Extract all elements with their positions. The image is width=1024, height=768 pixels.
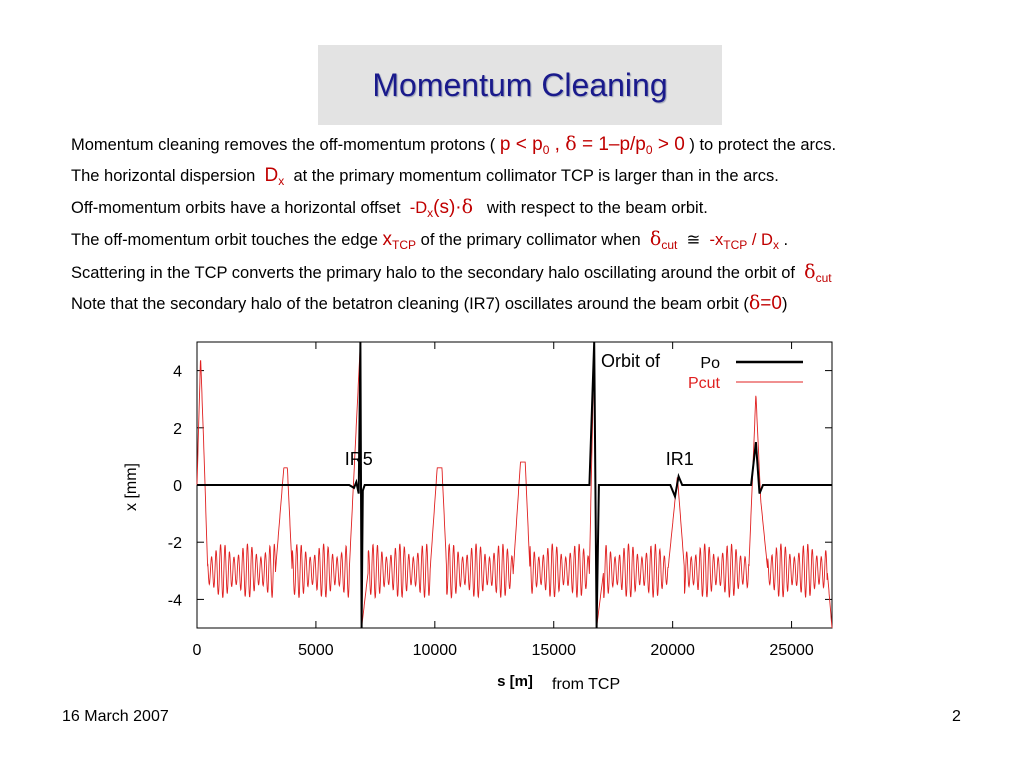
annotation-label: IR1 [666, 449, 694, 469]
line1-sub: 0 [542, 143, 550, 157]
line5-sub: cut [815, 271, 832, 285]
x-tick-label: 20000 [650, 642, 695, 659]
line4-mid: of the primary collimator when [420, 231, 641, 249]
delta-symbol: δ [748, 292, 761, 314]
series-po-line [197, 341, 832, 629]
x-tick-label: 10000 [413, 642, 458, 659]
line4-red-mx: -x [709, 231, 724, 249]
legend-title: Orbit of [601, 351, 661, 371]
legend-label-pcut: Pcut [688, 375, 721, 392]
line1-text: Momentum cleaning removes the off-moment… [71, 136, 496, 154]
line2-red-d: D [264, 165, 279, 186]
y-tick-label: 2 [173, 421, 182, 438]
annotation-label: IR5 [345, 449, 373, 469]
y-tick-label: 0 [173, 478, 182, 495]
line4-red-dx: / D [747, 231, 773, 249]
x-axis-note: from TCP [552, 676, 620, 693]
text-line-4: The off-momentum orbit touches the edge … [71, 229, 788, 255]
line4-sub-tcp: TCP [723, 238, 748, 252]
x-tick-label: 15000 [531, 642, 576, 659]
text-line-1: Momentum cleaning removes the off-moment… [71, 134, 836, 160]
text-line-2: The horizontal dispersion Dx at the prim… [71, 166, 779, 191]
series-pcut-line [196, 344, 833, 629]
line4-sub: TCP [392, 238, 417, 252]
line2-end: at the primary momentum collimator TCP i… [293, 167, 779, 185]
y-tick-label: 4 [173, 364, 182, 381]
y-tick-label: -2 [168, 535, 182, 552]
line4-text: The off-momentum orbit touches the edge [71, 231, 378, 249]
line3-end: with respect to the beam orbit. [486, 199, 708, 217]
line1-red-p: p < p [499, 134, 543, 155]
line4-red-x: x [382, 229, 393, 250]
x-tick-label: 0 [193, 642, 202, 659]
line3-red-s: (s)· [433, 197, 462, 218]
text-line-3: Off-momentum orbits have a horizontal of… [71, 197, 708, 223]
line6-red-eq: =0 [760, 293, 782, 314]
line1-red-gt: > 0 [652, 134, 685, 155]
x-tick-label: 25000 [769, 642, 814, 659]
delta-symbol: δ [461, 196, 474, 218]
y-axis-label: x [mm] [123, 463, 140, 511]
line1-red-comma: , [549, 134, 566, 155]
delta-symbol: δ [649, 228, 662, 250]
line4-sub-cut: cut [661, 238, 678, 252]
page-title: Momentum Cleaning [372, 67, 668, 103]
line1-sub2: 0 [645, 143, 653, 157]
text-line-6: Note that the secondary halo of the beta… [71, 293, 787, 314]
x-axis-label: s [m] [497, 673, 533, 690]
x-tick-label: 5000 [298, 642, 334, 659]
delta-symbol: δ [804, 261, 816, 283]
y-tick-label: -4 [168, 592, 182, 609]
footer-date: 16 March 2007 [62, 708, 169, 725]
line1-end: ) to protect the arcs. [689, 136, 837, 154]
line2-sub: x [278, 174, 285, 188]
title-box: Momentum Cleaning [318, 45, 722, 125]
line5-text: Scattering in the TCP converts the prima… [71, 264, 795, 282]
line6-end: ) [781, 295, 788, 313]
line1-red-eq: = 1–p/p [576, 134, 646, 155]
delta-symbol: δ [565, 133, 577, 155]
legend-label-po: Po [700, 355, 720, 372]
line3-sub: x [427, 206, 434, 220]
line6-text: Note that the secondary halo of the beta… [71, 295, 749, 313]
line3-text: Off-momentum orbits have a horizontal of… [71, 199, 401, 217]
line4-sub-x: x [772, 238, 779, 252]
line2-text: The horizontal dispersion [71, 167, 256, 185]
approx-symbol: ≅ [686, 230, 701, 249]
footer-page-number: 2 [952, 708, 961, 725]
line4-end: . [778, 231, 789, 249]
line3-red-d: -D [409, 199, 428, 217]
text-line-5: Scattering in the TCP converts the prima… [71, 262, 832, 288]
